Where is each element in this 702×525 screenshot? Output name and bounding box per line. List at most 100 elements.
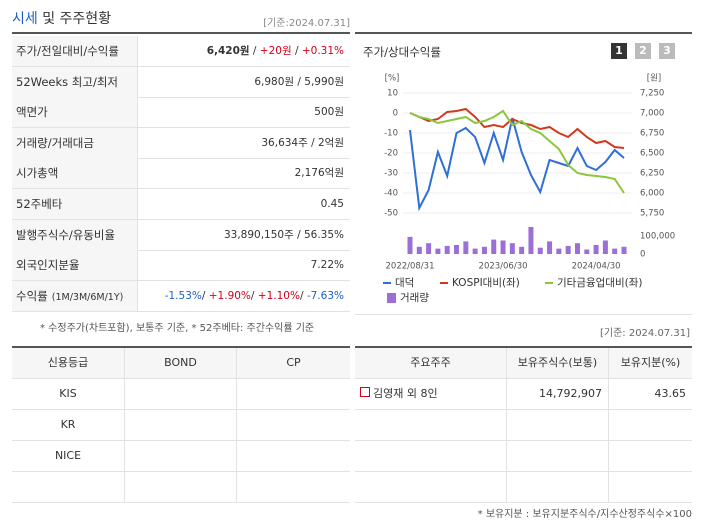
volume-bar: [481, 246, 487, 254]
volume-bar: [537, 247, 543, 254]
table-cell: 주요주주: [355, 348, 507, 379]
y-tick-label: -20: [384, 149, 398, 159]
table-cell: [355, 441, 507, 472]
quote-row: 외국인지분율 7.22%: [12, 250, 350, 282]
value-part: /: [201, 289, 209, 302]
table-cell: [609, 441, 692, 472]
volume-bar: [602, 240, 608, 254]
row-label: 52Weeks 최고/최저: [12, 66, 138, 97]
quote-row: 주가/전일대비/수익률 6,420원 / +20원 / +0.31%: [12, 36, 350, 67]
table-cell: CP: [237, 348, 350, 379]
y-tick-label: -40: [384, 189, 398, 199]
volume-bar: [463, 241, 469, 254]
value-part: -7.63%: [306, 289, 344, 302]
row-label: 주가/전일대비/수익률: [12, 36, 138, 66]
row-value: 33,890,150주 / 56.35%: [224, 220, 344, 250]
view-button[interactable]: 3: [659, 43, 675, 59]
value-part: /: [250, 289, 258, 302]
value-part: 0.45: [320, 198, 344, 210]
value-part: 7.22%: [310, 259, 344, 272]
volume-bar: [547, 241, 553, 254]
volume-bar: [491, 239, 497, 254]
volume-bar: [444, 245, 450, 254]
quote-row: 52주베타 0.45: [12, 189, 350, 220]
volume-bar: [621, 246, 627, 254]
row-value: 6,980원 / 5,990원: [254, 67, 344, 97]
y2-tick-label: 5,750: [640, 209, 664, 219]
y2-tick-label: 7,250: [640, 89, 664, 99]
table-cell: [237, 472, 350, 503]
legend-label: 대덕: [395, 277, 414, 289]
y-tick-label: 10: [387, 89, 398, 99]
table-cell: [237, 441, 350, 472]
value-part: /: [299, 289, 307, 302]
table-cell: [355, 472, 507, 503]
footnote: * 수정주가(차트포함), 보통주 기준, * 52주베타: 주간수익률 기준: [40, 323, 315, 334]
value-part: 36,634주 / 2억원: [261, 136, 344, 149]
value-part: +20원: [259, 45, 292, 57]
table-cell: KIS: [12, 379, 125, 410]
value-part: +0.31%: [301, 45, 344, 57]
volume-bar: [407, 236, 413, 254]
row-label: 거래량/거래대금: [12, 127, 138, 158]
table-cell: [507, 472, 609, 503]
table-cell: [125, 410, 237, 441]
top-rule: [355, 32, 692, 34]
footnote: * 보유지분 : 보유지분주식수/지수산정주식수×100: [477, 509, 692, 520]
quote-row: 거래량/거래대금 36,634주 / 2억원: [12, 127, 350, 159]
table-cell: 신용등급: [12, 348, 125, 379]
y-tick-label: -10: [384, 129, 398, 139]
y-tick-label: -30: [384, 169, 398, 179]
value-part: 6,980원 / 5,990원: [254, 75, 344, 88]
row-value: 0.45: [321, 189, 344, 219]
table-cell: [609, 472, 692, 503]
x-tick-label: 2022/08/31: [386, 262, 435, 272]
y2-tick-label: 6,750: [640, 129, 664, 139]
volume-bar: [435, 248, 441, 254]
quote-row: 시가총액 2,176억원: [12, 158, 350, 190]
table-cell: [507, 410, 609, 441]
series-line: [409, 107, 625, 149]
table-cell: KR: [12, 410, 125, 441]
legend-label: KOSPI대비(좌): [452, 277, 520, 289]
row-value: -1.53%/ +1.90%/ +1.10%/ -7.63%: [165, 281, 344, 311]
value-part: 500원: [314, 106, 344, 119]
table-cell: 보유주식수(보통): [507, 348, 609, 379]
value-part: 6,420원: [206, 45, 250, 57]
series-line: [409, 117, 625, 212]
view-button[interactable]: 1: [611, 43, 627, 59]
table-cell: 43.65: [609, 379, 692, 410]
table-cell: 김영재 외 8인: [355, 379, 507, 410]
table-cell: [125, 441, 237, 472]
row-value: 2,176억원: [295, 158, 344, 188]
value-part: +1.10%: [257, 289, 300, 302]
table-cell: [609, 410, 692, 441]
volume-bar: [519, 246, 525, 254]
value-part: -1.53%: [164, 289, 202, 302]
row-label: 수익률 (1M/3M/6M/1Y): [12, 280, 138, 311]
section-title: 시세 및 주주현황: [12, 8, 111, 28]
view-button[interactable]: 2: [635, 43, 651, 59]
legend-swatch: [387, 293, 396, 303]
table-cell: BOND: [125, 348, 237, 379]
title-highlight: 시세: [12, 11, 38, 27]
value-part: +1.90%: [208, 289, 251, 302]
top-rule: [12, 32, 350, 34]
legend-label: 기타금융업대비(좌): [557, 276, 642, 289]
volume-bar: [574, 243, 580, 254]
chart-panel: 주가/상대수익률 1 2 3: [355, 34, 692, 315]
table-rule: [355, 346, 692, 348]
value-part: /: [249, 45, 260, 57]
legend-label: 거래량: [400, 292, 429, 304]
table-cell: 14,792,907: [507, 379, 609, 410]
volume-bar: [556, 248, 562, 254]
date-label: [기준: 2024.07.31]: [599, 328, 690, 339]
table-cell: 보유지분(%): [609, 348, 692, 379]
row-label: 액면가: [12, 97, 138, 128]
y-unit: [%]: [385, 74, 400, 84]
volume-bar: [509, 243, 515, 254]
quote-row: 액면가 500원: [12, 97, 350, 129]
row-value: 36,634주 / 2억원: [261, 128, 344, 158]
volume-tick-label: 100,000: [640, 232, 675, 242]
row-label: 발행주식수/유동비율: [12, 219, 138, 250]
